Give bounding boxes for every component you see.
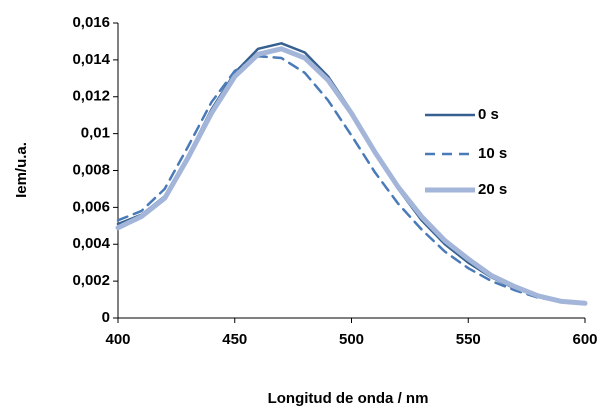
legend-label: 10 s bbox=[478, 145, 507, 162]
series-line bbox=[116, 42, 587, 305]
x-tick-label: 600 bbox=[572, 331, 597, 348]
x-axis-label: Longitud de onda / nm bbox=[268, 390, 429, 407]
y-tick-label: 0 bbox=[102, 309, 110, 326]
x-tick-label: 550 bbox=[456, 331, 481, 348]
legend-label: 20 s bbox=[478, 181, 507, 198]
x-tick-label: 400 bbox=[105, 331, 130, 348]
series-line bbox=[116, 54, 587, 305]
y-tick-label: 0,002 bbox=[72, 272, 110, 289]
y-tick-label: 0,016 bbox=[72, 14, 110, 31]
x-tick-label: 450 bbox=[222, 331, 247, 348]
series-line bbox=[115, 46, 588, 306]
y-tick-label: 0,014 bbox=[72, 51, 110, 68]
y-tick-label: 0,012 bbox=[72, 88, 110, 105]
y-axis-label: Iem/u.a. bbox=[13, 142, 30, 198]
y-tick-label: 0,006 bbox=[72, 198, 110, 215]
y-tick-label: 0,004 bbox=[72, 235, 110, 252]
legend-label: 0 s bbox=[478, 106, 499, 123]
x-tick-label: 500 bbox=[339, 331, 364, 348]
y-tick-label: 0,008 bbox=[72, 161, 110, 178]
y-tick-label: 0,01 bbox=[81, 125, 110, 142]
